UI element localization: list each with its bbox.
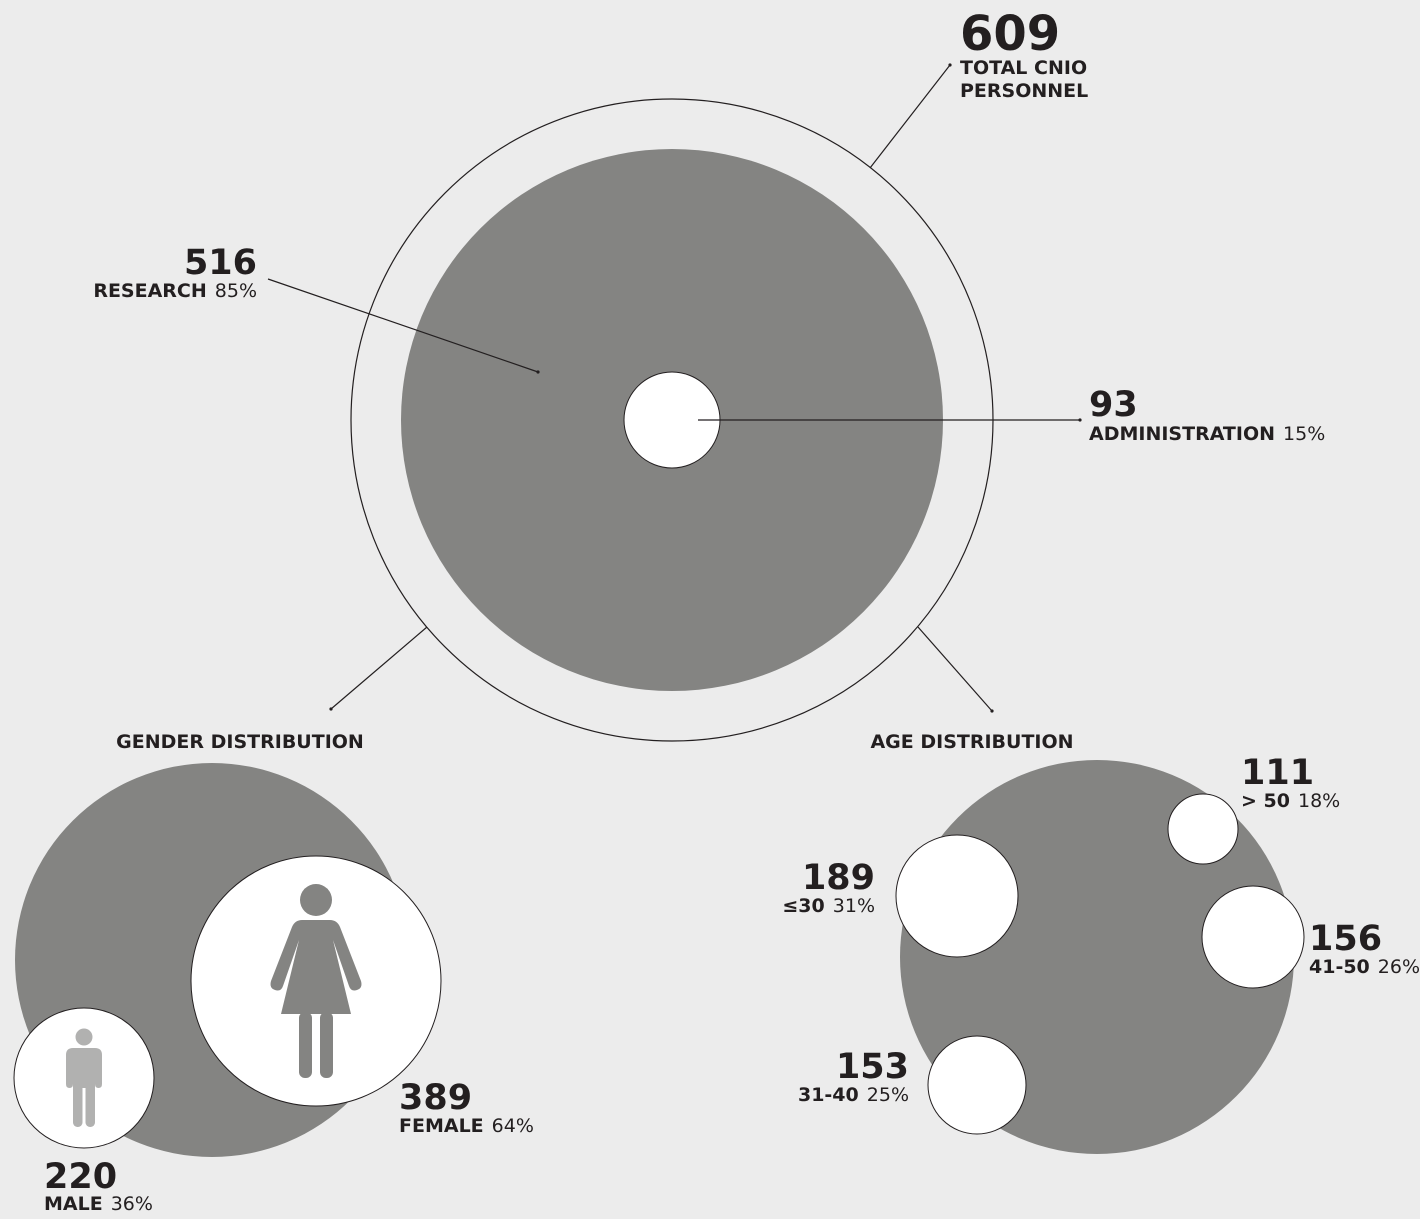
male-icon — [66, 1028, 102, 1127]
female-percent: 64% — [492, 1115, 534, 1137]
female-icon — [270, 884, 362, 1078]
age-30-or-under-label: ≤30 — [782, 895, 824, 917]
administration-label-line: ADMINISTRATION 15% — [1089, 423, 1325, 445]
age-41-50-bubble — [1201, 885, 1305, 989]
age-over-50-label: > 50 — [1241, 790, 1290, 812]
research-leader-line — [267, 278, 539, 373]
administration-percent: 15% — [1283, 423, 1325, 445]
research-leader-dot — [536, 370, 540, 374]
total-label-line2: PERSONNEL — [960, 80, 1088, 102]
female-label-line: FEMALE 64% — [399, 1115, 534, 1137]
age-connector-line — [917, 626, 993, 712]
total-value: 609 — [960, 6, 1060, 62]
age-30-or-under-label-line: ≤30 31% — [782, 895, 875, 917]
total-leader-line — [869, 64, 951, 169]
administration-value: 93 — [1089, 385, 1138, 425]
gender-connector-dot — [329, 707, 333, 711]
gender-distribution-title: GENDER DISTRIBUTION — [116, 731, 364, 753]
research-label-line: RESEARCH 85% — [93, 280, 257, 302]
age-31-40-percent: 25% — [867, 1084, 909, 1106]
gender-connector-line — [330, 626, 428, 710]
male-value: 220 — [44, 1157, 117, 1197]
age-31-40-value: 153 — [836, 1047, 909, 1087]
administration-leader-dot — [1078, 418, 1082, 422]
age-connector-dot — [990, 709, 994, 713]
age-over-50-label-line: > 50 18% — [1241, 790, 1340, 812]
age-30-or-under-percent: 31% — [833, 895, 875, 917]
age-31-40-label: 31-40 — [798, 1084, 859, 1106]
research-value: 516 — [184, 243, 257, 283]
male-label-line: MALE 36% — [44, 1193, 153, 1214]
age-distribution-group: AGE DISTRIBUTION 111 > 50 18% 189 ≤30 31% … — [782, 731, 1420, 1154]
age-41-50-label: 41-50 — [1309, 956, 1370, 978]
age-30-or-under-value: 189 — [802, 858, 875, 898]
age-over-50-bubble — [1167, 793, 1239, 865]
research-label: RESEARCH — [93, 280, 206, 302]
male-label: MALE — [44, 1193, 103, 1214]
age-30-or-under-bubble — [895, 834, 1019, 958]
male-percent: 36% — [111, 1193, 153, 1214]
age-31-40-label-line: 31-40 25% — [798, 1084, 909, 1106]
age-over-50-value: 111 — [1241, 753, 1314, 793]
total-leader-dot — [948, 63, 952, 67]
total-label-line1: TOTAL CNIO — [960, 57, 1087, 79]
total-personnel-group: 609 TOTAL CNIO PERSONNEL 516 RESEARCH 85%… — [93, 6, 1325, 742]
administration-label: ADMINISTRATION — [1089, 423, 1275, 445]
age-41-50-value: 156 — [1309, 919, 1382, 959]
age-31-40-bubble — [927, 1035, 1027, 1135]
female-value: 389 — [399, 1078, 472, 1118]
research-percent: 85% — [215, 280, 257, 302]
age-distribution-title: AGE DISTRIBUTION — [870, 731, 1073, 753]
age-41-50-label-line: 41-50 26% — [1309, 956, 1420, 978]
age-41-50-percent: 26% — [1378, 956, 1420, 978]
female-label: FEMALE — [399, 1115, 484, 1137]
gender-distribution-group: GENDER DISTRIBUTION 389 FEMALE 64% 220 MA… — [13, 731, 534, 1215]
age-over-50-percent: 18% — [1298, 790, 1340, 812]
